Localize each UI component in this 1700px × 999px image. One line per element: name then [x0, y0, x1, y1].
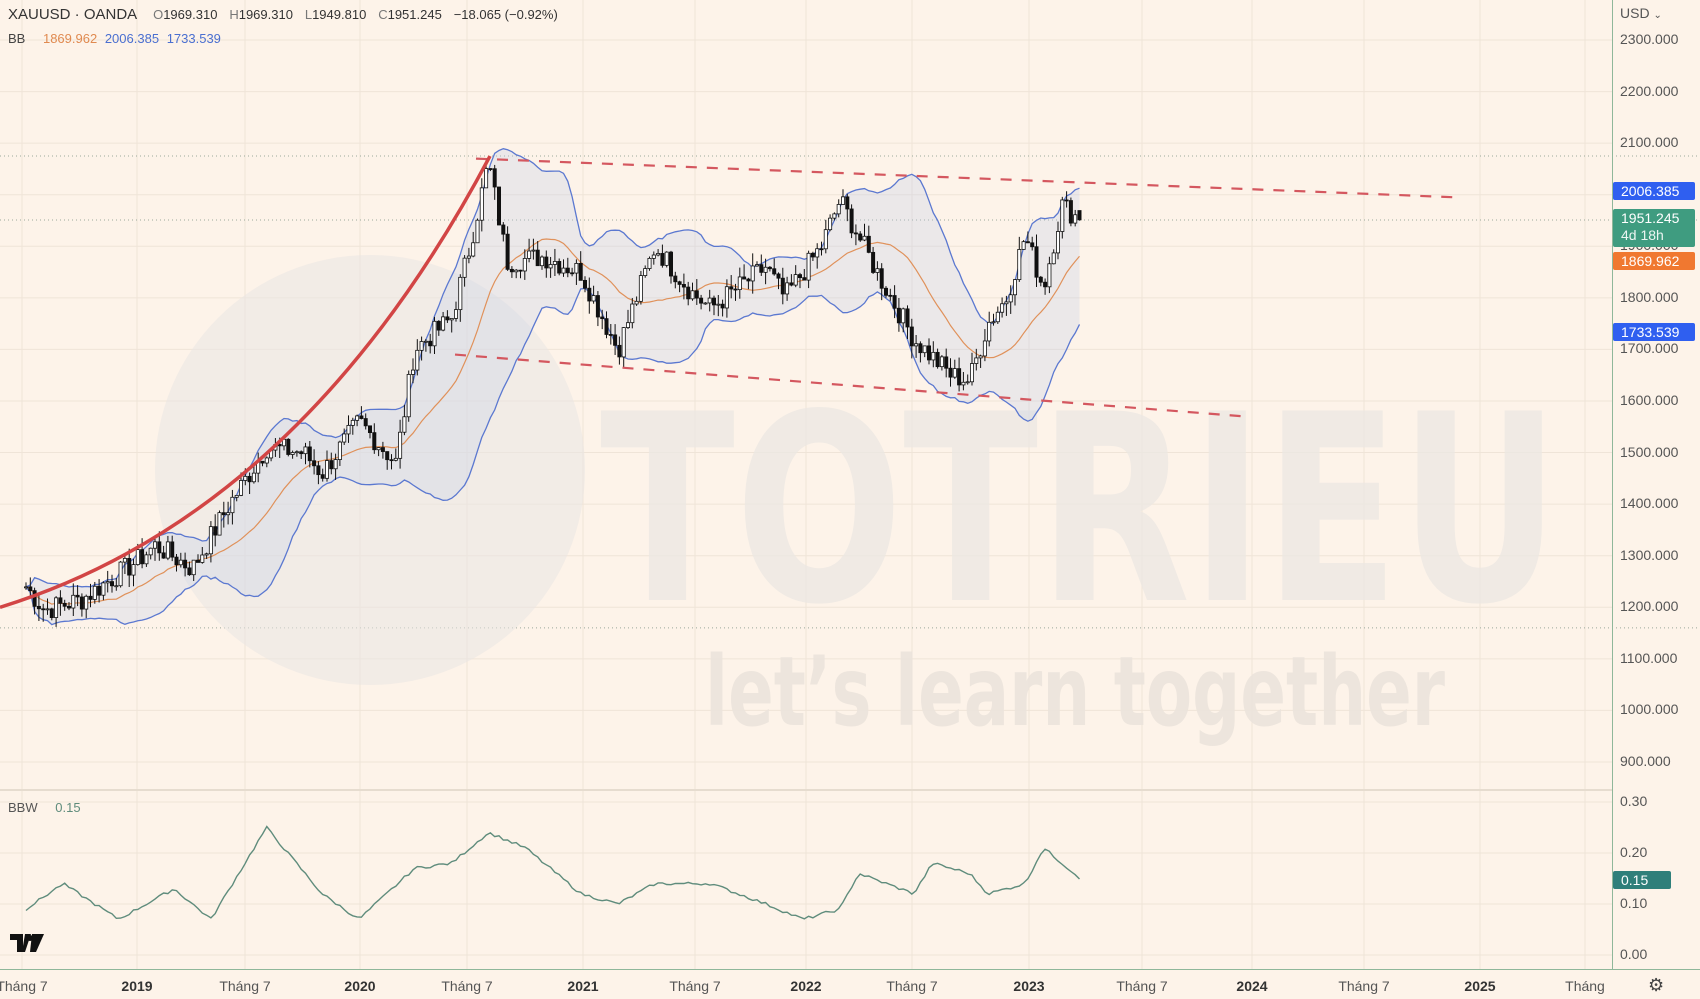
time-tick-label: 2025 [1464, 978, 1496, 994]
bbw-name: BBW [8, 800, 38, 815]
time-tick-label: 2020 [344, 978, 376, 994]
price-tick-label: 1200.000 [1620, 598, 1679, 615]
bbw-line [25, 825, 1080, 920]
high-value: 1969.310 [238, 7, 293, 22]
bb-upper-value: 2006.385 [104, 31, 160, 46]
currency-selector[interactable]: USD ⌄ [1620, 5, 1662, 21]
bbw-value: 0.15 [55, 800, 81, 815]
svg-text:let’s learn together: let’s learn together [705, 636, 1445, 748]
tradingview-logo-icon[interactable] [10, 934, 44, 957]
bbw-tick-label: 0.20 [1620, 844, 1648, 860]
change-value: −18.065 (−0.92%) [453, 7, 558, 22]
time-tick-label: Tháng 7 [219, 978, 271, 994]
svg-text:TOTRIEU: TOTRIEU [600, 360, 1560, 662]
time-tick-label: Tháng 7 [1116, 978, 1168, 994]
price-tick-label: 1800.000 [1620, 288, 1679, 305]
bb-lower-price-tag: 1733.539 [1613, 323, 1695, 341]
settings-gear-icon[interactable]: ⚙ [1648, 975, 1665, 995]
time-tick-label: 2022 [790, 978, 822, 994]
time-tick-label: 2019 [121, 978, 153, 994]
time-tick-label: 2023 [1013, 978, 1045, 994]
time-tick-label: 2024 [1236, 978, 1268, 994]
time-tick-label: Tháng 7 [0, 978, 48, 994]
time-axis-border [0, 969, 1700, 970]
price-axis[interactable] [1612, 0, 1700, 969]
price-tick-label: 1500.000 [1620, 443, 1679, 460]
bbw-tick-label: 0.10 [1620, 895, 1648, 911]
price-tick-label: 1000.000 [1620, 701, 1679, 718]
close-value: 1951.245 [387, 7, 442, 22]
bb-name: BB [8, 31, 26, 46]
price-tick-label: 1400.000 [1620, 495, 1679, 512]
price-tick-label: 1300.000 [1620, 546, 1679, 563]
bar-countdown: 4d 18h [1621, 227, 1664, 243]
low-value: 1949.810 [312, 7, 367, 22]
bollinger-band-fill [26, 148, 1080, 625]
candlestick-series[interactable] [23, 160, 1082, 627]
open-value: 1969.310 [163, 7, 218, 22]
price-tick-label: 1700.000 [1620, 340, 1679, 357]
time-tick-label: Tháng 7 [886, 978, 938, 994]
last-price-tag: 1951.245 4d 18h [1613, 209, 1695, 247]
time-tick-label: Tháng 7 [1338, 978, 1390, 994]
bbw-tick-label: 0.00 [1620, 946, 1648, 962]
price-tick-label: 1100.000 [1620, 649, 1678, 666]
bb-basis-price-tag: 1869.962 [1613, 252, 1695, 270]
time-tick-label: Tháng [1565, 978, 1605, 994]
symbol-legend: XAUUSD · OANDA O1969.310 H1969.310 L1949… [8, 6, 558, 23]
bb-basis-value: 1869.962 [42, 31, 98, 46]
time-tick-label: Tháng 7 [441, 978, 493, 994]
bb-upper-price-tag: 2006.385 [1613, 182, 1695, 200]
symbol-title[interactable]: XAUUSD · OANDA [8, 6, 138, 23]
price-tick-label: 2300.000 [1620, 31, 1679, 47]
chevron-down-icon: ⌄ [1653, 10, 1662, 21]
price-tick-label: 1600.000 [1620, 391, 1679, 408]
price-tick-label: 2200.000 [1620, 82, 1679, 99]
price-tick-label: 900.000 [1620, 752, 1671, 769]
time-tick-label: 2021 [567, 978, 599, 994]
bbw-tick-label: 0.30 [1620, 793, 1648, 809]
drawing-annotations[interactable] [0, 155, 1456, 609]
time-tick-label: Tháng 7 [669, 978, 721, 994]
bbw-legend[interactable]: BBW 0.15 [8, 800, 85, 815]
bbw-value-tag: 0.15 [1613, 871, 1671, 889]
watermark: TOTRIEU let’s learn together [155, 255, 1560, 748]
price-tick-label: 2100.000 [1620, 134, 1679, 151]
bb-lower-value: 1733.539 [166, 31, 221, 46]
bb-legend[interactable]: BB 1869.962 2006.385 1733.539 [8, 31, 225, 46]
